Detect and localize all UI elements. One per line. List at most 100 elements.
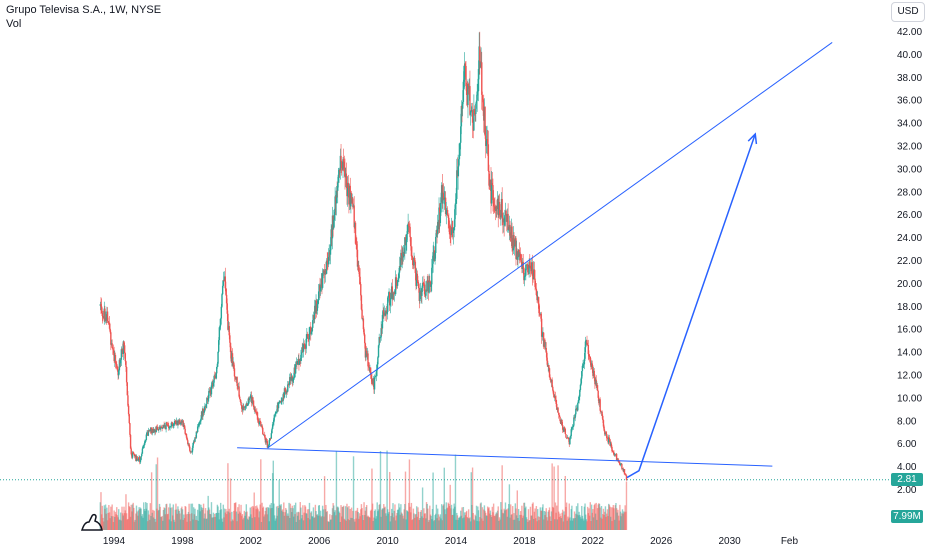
candle-body (439, 212, 442, 224)
x-tick-label: 2002 (240, 536, 263, 547)
candle-body (167, 424, 169, 427)
candle-body (192, 443, 194, 448)
volume-bar (155, 464, 157, 530)
rising-trendline[interactable] (267, 42, 833, 449)
candle-body (462, 101, 464, 109)
candle-body (395, 277, 397, 286)
candle-body (139, 457, 141, 463)
candle-body (162, 427, 164, 429)
candle-body (584, 340, 587, 348)
candle-body (354, 222, 357, 244)
y-tick-label: 28.00 (897, 187, 922, 198)
candle-body (578, 396, 580, 401)
legend-volume-label[interactable]: Vol (6, 18, 22, 30)
candle-body (574, 414, 576, 419)
candle-body (144, 441, 146, 444)
candle-body (545, 347, 547, 353)
candle-body (564, 428, 567, 435)
candle-body (166, 424, 169, 426)
candle-body (410, 237, 412, 247)
volume-bar (348, 506, 350, 530)
volume-bar (100, 492, 102, 530)
candle-body (168, 427, 171, 429)
neckline-trendline[interactable] (237, 447, 773, 467)
candle-body (116, 366, 119, 371)
candle-body (453, 226, 455, 228)
y-tick-label: 24.00 (897, 233, 922, 244)
candle-body (540, 314, 542, 319)
candle-body (364, 343, 367, 358)
candle-body (525, 264, 527, 276)
projection-arrow[interactable] (626, 133, 756, 479)
volume-bar (302, 505, 304, 530)
candle-body (487, 139, 489, 145)
volume-bar (196, 509, 199, 530)
candle-body (374, 376, 376, 378)
candle-body (369, 367, 372, 376)
x-tick-label: 1998 (171, 536, 194, 547)
candle-body (513, 235, 515, 247)
candle-body (339, 170, 341, 171)
candle-body (608, 437, 611, 440)
candle-body (584, 347, 586, 359)
candle-body (589, 356, 592, 363)
drawings[interactable] (237, 42, 833, 479)
candle-body (244, 406, 246, 408)
candle-body (473, 108, 476, 114)
y-tick-label: 18.00 (897, 302, 922, 313)
candle-body (206, 398, 208, 405)
time-axis[interactable]: 1994 1998 2002 2006 2010 2014 2018 2022 2026 2030… (103, 536, 799, 547)
volume-bar (511, 506, 514, 530)
candle-body (577, 402, 579, 411)
candle-body (278, 401, 280, 403)
candle-body (213, 376, 215, 383)
y-tick-label: 34.00 (897, 119, 922, 130)
candle-body (548, 364, 550, 369)
volume-bar (410, 502, 413, 530)
candle-body (392, 293, 394, 300)
candle-body (194, 437, 196, 442)
candle-body (108, 322, 111, 329)
volume-bar (408, 459, 411, 530)
candle-body (558, 412, 560, 415)
candle-body (186, 437, 188, 441)
candle-body (595, 379, 597, 387)
legend-title[interactable]: Grupo Televisa S.A., 1W, NYSE (6, 4, 162, 16)
candle-body (185, 433, 188, 438)
price-axis[interactable]: 2.00 4.00 6.00 8.00 10.00 12.00 14.00 16.00 18.0… (897, 27, 922, 496)
currency-button[interactable]: USD (891, 2, 925, 22)
candle-body (432, 252, 434, 264)
volume-bar (156, 457, 159, 530)
candle-body (454, 209, 456, 227)
arrow-head-icon (747, 132, 758, 145)
tradingview-logo-icon[interactable] (80, 512, 104, 532)
candle-body (300, 352, 303, 355)
candle-body (125, 366, 128, 383)
candle-body (460, 126, 462, 143)
volume-bar (497, 506, 499, 530)
volume-bar (379, 451, 382, 530)
candle-body (553, 394, 555, 398)
candle-body (311, 327, 313, 332)
volume-bar (342, 505, 345, 530)
volume-bar (344, 506, 347, 530)
candle-body (409, 226, 411, 238)
candle-body (556, 403, 558, 410)
candle-body (479, 46, 481, 62)
volume-bar (440, 504, 443, 530)
candle-body (218, 327, 221, 341)
candle-body (254, 409, 257, 412)
candle-body (184, 428, 186, 434)
candle-body (100, 304, 102, 307)
candle-body (296, 361, 299, 365)
candle-body (538, 313, 541, 315)
candle-body (413, 257, 416, 262)
candle-body (431, 263, 434, 268)
candle-body (199, 421, 201, 423)
candle-body (542, 332, 545, 347)
candle-body (111, 343, 113, 349)
y-tick-label: 12.00 (897, 371, 922, 382)
candle-body (549, 377, 551, 380)
